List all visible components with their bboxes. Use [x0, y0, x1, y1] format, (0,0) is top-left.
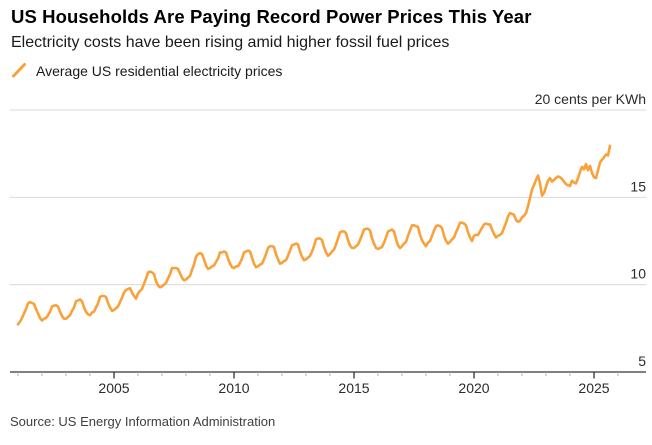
- x-axis-label-2015: 2015: [338, 380, 369, 396]
- legend-label: Average US residential electricity price…: [36, 62, 283, 79]
- x-axis-label-2025: 2025: [578, 380, 609, 396]
- legend: Average US residential electricity price…: [11, 62, 282, 79]
- y-axis-label-15: 15: [630, 178, 646, 194]
- orange-slash-icon: [12, 63, 26, 78]
- x-axis-label-2010: 2010: [218, 380, 249, 396]
- page-title: US Households Are Paying Record Power Pr…: [11, 6, 532, 27]
- chart-subtitle: Electricity costs have been rising amid …: [11, 34, 450, 51]
- source-note: Source: US Energy Information Administra…: [10, 414, 276, 429]
- x-axis-label-2020: 2020: [458, 380, 489, 396]
- y-axis-label-20: 20 cents per KWh: [535, 91, 646, 107]
- price-line-series: [16, 144, 612, 326]
- x-axis-label-2005: 2005: [98, 380, 129, 396]
- y-axis-label-5: 5: [638, 353, 646, 369]
- y-axis-label-10: 10: [630, 266, 646, 282]
